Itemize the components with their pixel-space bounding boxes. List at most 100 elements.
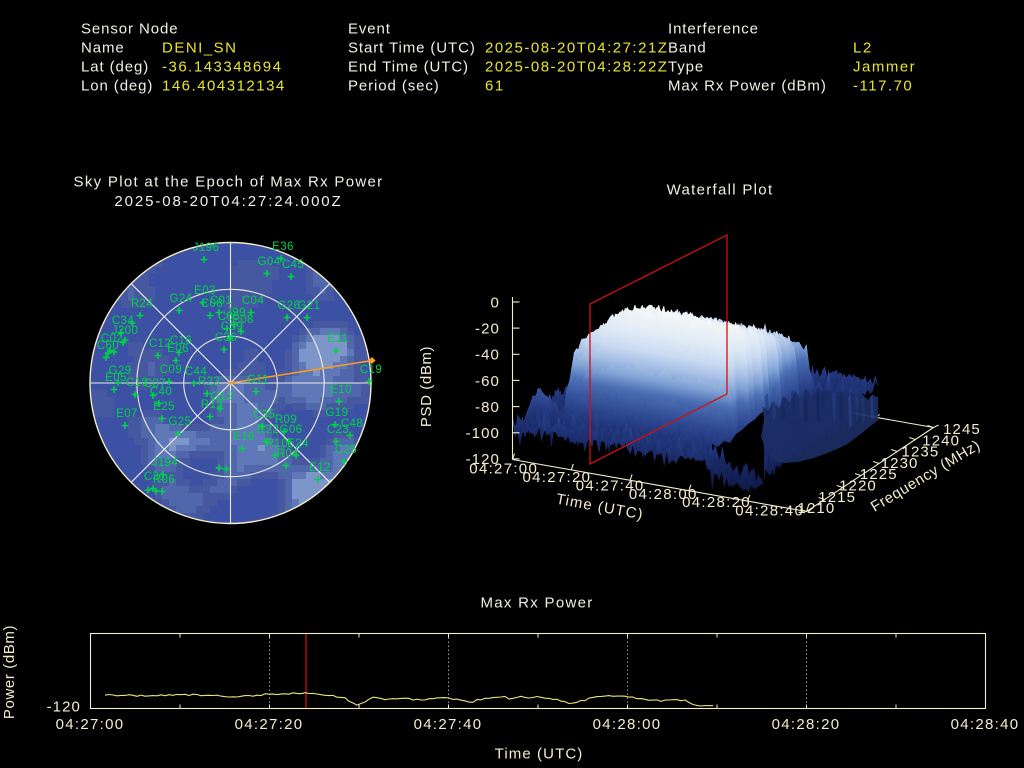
svg-text:-20: -20	[475, 320, 500, 337]
svg-text:E03: E03	[194, 285, 216, 297]
svg-text:-36.143348694: -36.143348694	[162, 58, 282, 75]
svg-text:04:27:20: 04:27:20	[523, 469, 592, 486]
svg-text:C16: C16	[170, 335, 192, 347]
svg-text:C09: C09	[160, 364, 182, 376]
svg-text:04:27:40: 04:27:40	[576, 477, 645, 494]
svg-text:PSD (dBm): PSD (dBm)	[418, 346, 435, 427]
svg-text:J200: J200	[112, 325, 139, 337]
svg-text:1225: 1225	[860, 466, 898, 483]
svg-text:C04: C04	[242, 295, 265, 307]
svg-text:G06: G06	[280, 424, 303, 436]
svg-text:Event: Event	[348, 20, 391, 37]
svg-text:Max Rx Power: Max Rx Power	[480, 594, 593, 611]
svg-text:1230: 1230	[881, 455, 919, 472]
svg-text:C44: C44	[185, 366, 208, 378]
svg-text:E12: E12	[309, 462, 331, 474]
svg-text:1215: 1215	[818, 489, 856, 506]
svg-text:E05: E05	[105, 372, 127, 384]
svg-text:Power (dBm): Power (dBm)	[1, 625, 18, 719]
svg-text:C12: C12	[149, 338, 171, 350]
svg-text:Sky Plot at the Epoch of Max R: Sky Plot at the Epoch of Max Rx Power	[74, 173, 384, 190]
svg-text:G25: G25	[169, 416, 192, 428]
svg-text:04:28:40: 04:28:40	[951, 716, 1020, 733]
svg-text:R24: R24	[131, 298, 154, 310]
svg-text:E11: E11	[328, 333, 349, 345]
svg-text:E10: E10	[330, 384, 352, 396]
svg-text:-80: -80	[475, 399, 500, 416]
svg-text:Period (sec): Period (sec)	[348, 77, 440, 94]
svg-text:04:28:40: 04:28:40	[735, 503, 804, 520]
svg-text:C05: C05	[218, 311, 240, 323]
svg-text:04:27:40: 04:27:40	[414, 716, 483, 733]
svg-text:04:27:00: 04:27:00	[56, 716, 125, 733]
svg-text:C07: C07	[144, 378, 166, 390]
svg-text:-60: -60	[475, 373, 500, 390]
svg-text:G26: G26	[278, 300, 301, 312]
svg-text:2025-08-20T04:27:24.000Z: 2025-08-20T04:27:24.000Z	[114, 193, 342, 210]
svg-text:-100: -100	[466, 425, 500, 442]
svg-text:J196: J196	[193, 242, 220, 254]
svg-text:J99: J99	[226, 307, 246, 319]
svg-text:E07: E07	[116, 408, 138, 420]
svg-text:R04: R04	[277, 448, 300, 460]
svg-text:2025-08-20T04:27:21Z: 2025-08-20T04:27:21Z	[485, 39, 668, 56]
svg-text:Name: Name	[81, 39, 125, 56]
svg-text:04:28:20: 04:28:20	[772, 716, 841, 733]
svg-text:C23: C23	[327, 424, 349, 436]
svg-text:C25: C25	[335, 444, 357, 456]
svg-text:Sensor Node: Sensor Node	[81, 20, 178, 37]
svg-text:61: 61	[485, 77, 505, 94]
svg-text:Lat (deg): Lat (deg)	[81, 58, 149, 75]
svg-text:C34: C34	[112, 315, 135, 327]
svg-text:Lon (deg): Lon (deg)	[81, 77, 153, 94]
svg-text:E36: E36	[272, 241, 294, 253]
svg-text:R23: R23	[198, 376, 220, 388]
svg-text:-40: -40	[475, 347, 500, 364]
svg-text:-117.70: -117.70	[853, 77, 913, 94]
svg-text:C02: C02	[101, 333, 123, 345]
svg-text:G24: G24	[170, 293, 193, 305]
svg-text:C10: C10	[126, 377, 148, 389]
svg-text:E24: E24	[287, 438, 309, 450]
svg-text:2025-08-20T04:28:22Z: 2025-08-20T04:28:22Z	[485, 58, 668, 75]
svg-text:E08: E08	[232, 314, 254, 326]
svg-text:C36: C36	[215, 332, 237, 344]
svg-text:1235: 1235	[902, 444, 940, 461]
svg-text:Interference: Interference	[668, 20, 759, 37]
svg-text:1245: 1245	[943, 421, 981, 438]
svg-text:G19: G19	[326, 407, 349, 419]
svg-text:C19: C19	[360, 364, 382, 376]
svg-text:Jammer: Jammer	[853, 58, 916, 75]
svg-text:Waterfall Plot: Waterfall Plot	[667, 181, 774, 198]
svg-text:G21: G21	[298, 300, 321, 312]
svg-text:146.404312134: 146.404312134	[162, 77, 286, 94]
svg-text:DENI_SN: DENI_SN	[162, 39, 238, 56]
svg-text:C01: C01	[210, 295, 232, 307]
svg-text:04:28:00: 04:28:00	[629, 486, 698, 503]
svg-text:E16: E16	[233, 431, 255, 443]
svg-text:G11: G11	[247, 374, 269, 386]
svg-text:1220: 1220	[839, 478, 877, 495]
svg-text:C35: C35	[253, 409, 275, 421]
svg-text:C45: C45	[282, 259, 304, 271]
svg-text:R10: R10	[266, 438, 288, 450]
svg-text:Type: Type	[668, 58, 704, 75]
svg-text:C08: C08	[201, 298, 223, 310]
svg-text:G12: G12	[211, 391, 234, 403]
svg-text:Band: Band	[668, 39, 707, 56]
svg-text:-120: -120	[47, 698, 81, 715]
svg-text:End Time (UTC): End Time (UTC)	[348, 58, 469, 75]
svg-text:04:27:20: 04:27:20	[235, 716, 304, 733]
svg-text:E06: E06	[167, 343, 189, 355]
svg-text:-120: -120	[466, 451, 500, 468]
svg-text:04:28:00: 04:28:00	[593, 716, 662, 733]
svg-text:Max Rx Power (dBm): Max Rx Power (dBm)	[668, 77, 827, 94]
svg-text:04:28:20: 04:28:20	[682, 494, 751, 511]
svg-text:1210: 1210	[798, 500, 836, 517]
svg-text:Start Time (UTC): Start Time (UTC)	[348, 39, 476, 56]
svg-text:L2: L2	[853, 39, 873, 56]
svg-text:G29: G29	[109, 365, 132, 377]
svg-text:0: 0	[491, 294, 500, 311]
svg-text:J194: J194	[152, 457, 179, 469]
svg-text:C48: C48	[341, 418, 363, 430]
